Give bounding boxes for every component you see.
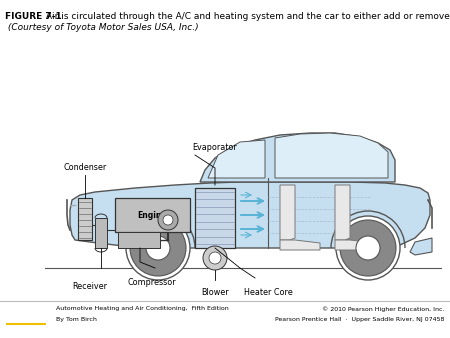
Polygon shape — [208, 140, 265, 178]
Circle shape — [340, 220, 396, 276]
Circle shape — [158, 210, 178, 230]
Text: Air is circulated through the A/C and heating system and the car to either add o: Air is circulated through the A/C and he… — [43, 12, 450, 21]
Circle shape — [203, 246, 227, 270]
Polygon shape — [78, 198, 92, 240]
Text: Receiver: Receiver — [72, 282, 108, 291]
Polygon shape — [280, 185, 295, 240]
Text: © 2010 Pearson Higher Education, Inc.: © 2010 Pearson Higher Education, Inc. — [322, 306, 445, 312]
Text: Evaporator: Evaporator — [193, 143, 238, 152]
Polygon shape — [70, 182, 430, 248]
Polygon shape — [280, 240, 320, 250]
Circle shape — [126, 216, 190, 280]
Text: FIGURE 7-1: FIGURE 7-1 — [5, 12, 62, 21]
Polygon shape — [195, 188, 235, 248]
Text: Engine: Engine — [137, 211, 167, 219]
Polygon shape — [200, 133, 395, 182]
Circle shape — [146, 236, 170, 260]
Circle shape — [336, 216, 400, 280]
Polygon shape — [335, 240, 375, 250]
Circle shape — [209, 252, 221, 264]
Polygon shape — [115, 198, 190, 232]
Text: By Tom Birch: By Tom Birch — [56, 317, 97, 322]
Circle shape — [163, 215, 173, 225]
Text: (Courtesy of Toyota Motor Sales USA, Inc.): (Courtesy of Toyota Motor Sales USA, Inc… — [5, 23, 199, 32]
Text: Heater Core: Heater Core — [243, 288, 292, 297]
Text: Automotive Heating and Air Conditioning,  Fifth Edition: Automotive Heating and Air Conditioning,… — [56, 306, 229, 311]
Text: PEARSON: PEARSON — [5, 309, 46, 318]
Polygon shape — [275, 133, 388, 178]
Polygon shape — [410, 238, 432, 255]
Text: Condenser: Condenser — [63, 163, 107, 172]
Polygon shape — [118, 232, 160, 248]
Text: Blower: Blower — [201, 288, 229, 297]
Circle shape — [356, 236, 380, 260]
Circle shape — [130, 220, 186, 276]
Polygon shape — [95, 218, 107, 248]
Polygon shape — [335, 185, 350, 240]
Text: Pearson Prentice Hall  ·  Upper Saddle River, NJ 07458: Pearson Prentice Hall · Upper Saddle Riv… — [275, 317, 445, 322]
Text: Compressor: Compressor — [128, 278, 176, 287]
